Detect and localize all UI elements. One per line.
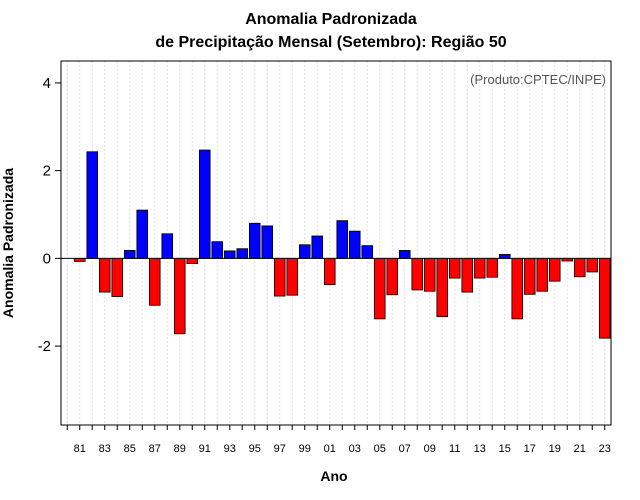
x-tick-label: 83 <box>99 443 111 455</box>
bar-82 <box>87 152 98 259</box>
bar-14 <box>487 258 498 277</box>
bar-99 <box>299 245 310 259</box>
bar-92 <box>212 242 223 259</box>
bar-02 <box>337 221 348 259</box>
bar-93 <box>224 251 235 258</box>
bar-90 <box>187 258 198 263</box>
bar-86 <box>137 210 148 258</box>
bar-19 <box>549 258 560 281</box>
bar-00 <box>312 236 323 258</box>
x-tick-label: 17 <box>524 443 536 455</box>
bar-89 <box>174 258 185 333</box>
x-tick-label: 01 <box>324 443 336 455</box>
x-tick-label: 11 <box>449 443 460 455</box>
bar-06 <box>387 258 398 294</box>
bar-87 <box>149 258 160 305</box>
bar-04 <box>362 246 373 259</box>
x-tick-label: 99 <box>299 443 311 455</box>
y-axis: -2 0 2 4 <box>38 75 61 355</box>
x-axis: 81 83 85 87 89 91 93 95 97 99 01 03 05 07 09 11 13 15 17 19… <box>67 425 611 455</box>
x-tick-label: 07 <box>399 443 411 455</box>
x-tick-label: 97 <box>274 443 286 455</box>
bar-13 <box>474 258 485 278</box>
x-tick-label: 23 <box>599 443 611 455</box>
bar-03 <box>349 231 360 258</box>
bar-85 <box>124 250 135 258</box>
bar-23 <box>599 258 610 338</box>
x-axis-title: Ano <box>320 468 347 484</box>
bar-15 <box>499 254 510 258</box>
x-tick-label: 13 <box>474 443 486 455</box>
x-tick-label: 03 <box>349 443 361 455</box>
x-tick-label: 19 <box>549 443 561 455</box>
x-tick-label: 89 <box>174 443 186 455</box>
bar-88 <box>162 234 173 259</box>
x-tick-label: 15 <box>499 443 511 455</box>
anomaly-bar-chart: Anomalia Padronizada de Precipitação Men… <box>0 0 640 500</box>
bar-95 <box>249 223 260 258</box>
chart-title-line1: Anomalia Padronizada <box>245 11 417 28</box>
bar-12 <box>462 258 473 292</box>
bar-22 <box>587 258 598 272</box>
bar-16 <box>512 258 523 319</box>
bar-10 <box>437 258 448 316</box>
bar-08 <box>412 258 423 290</box>
bar-07 <box>399 250 410 258</box>
y-axis-title: Anomalia Padronizada <box>0 168 16 318</box>
bar-11 <box>449 258 460 278</box>
bar-17 <box>524 258 535 294</box>
x-tick-label: 87 <box>149 443 161 455</box>
bar-09 <box>424 258 435 291</box>
bar-91 <box>199 150 210 258</box>
y-tick-label: 4 <box>43 75 51 92</box>
x-tick-label: 21 <box>574 443 586 455</box>
y-tick-label: -2 <box>38 338 51 355</box>
credit-text: (Produto:CPTEC/INPE) <box>470 72 606 87</box>
x-tick-label: 93 <box>224 443 236 455</box>
bar-97 <box>274 258 285 296</box>
x-tick-label: 09 <box>424 443 436 455</box>
bar-94 <box>237 249 248 259</box>
bar-96 <box>262 226 273 258</box>
bar-21 <box>574 258 585 276</box>
y-tick-label: 0 <box>43 250 51 267</box>
bar-18 <box>537 258 548 291</box>
bar-98 <box>287 258 298 295</box>
y-tick-label: 2 <box>43 163 51 180</box>
x-tick-label: 85 <box>124 443 136 455</box>
bar-83 <box>99 258 110 292</box>
bar-81 <box>74 258 85 261</box>
bar-84 <box>112 258 123 296</box>
x-tick-label: 05 <box>374 443 386 455</box>
bar-01 <box>324 258 335 284</box>
bar-20 <box>562 258 573 261</box>
bar-05 <box>374 258 385 319</box>
x-tick-label: 81 <box>74 443 86 455</box>
chart-title-line2: de Precipitação Mensal (Setembro): Regiã… <box>155 34 506 51</box>
x-tick-label: 91 <box>199 443 211 455</box>
x-tick-label: 95 <box>249 443 261 455</box>
